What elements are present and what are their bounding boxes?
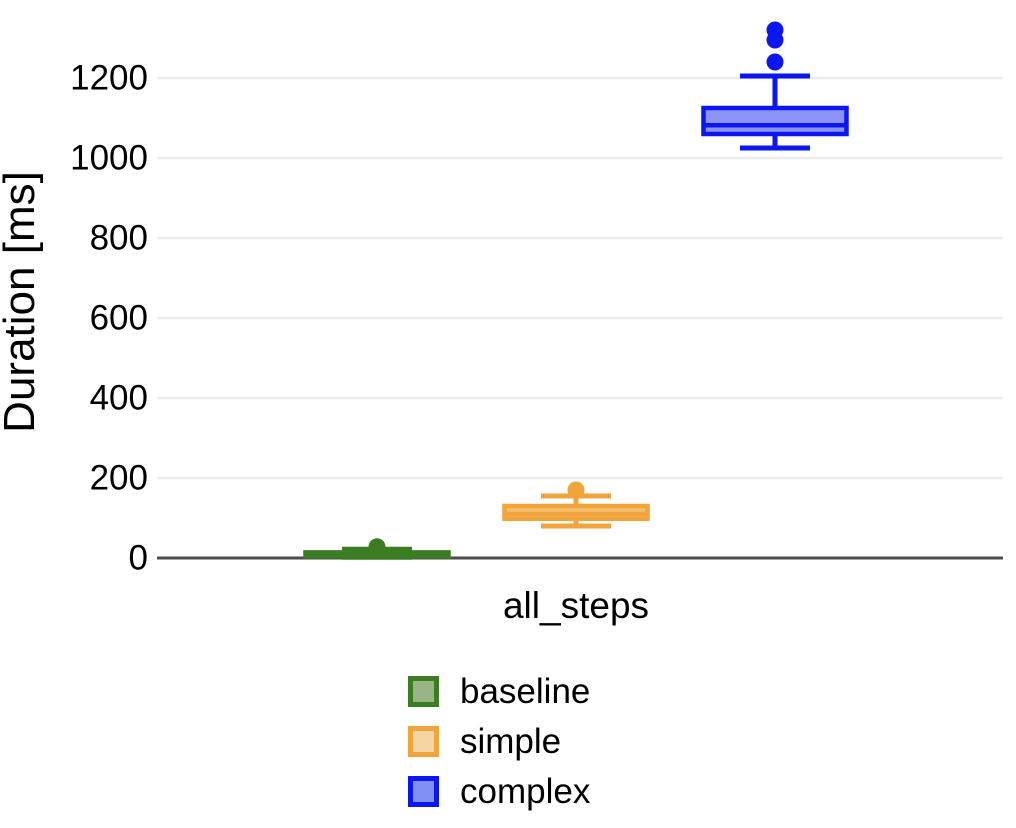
boxplots	[303, 21, 849, 560]
outlier-point	[766, 21, 784, 39]
outlier-point	[368, 538, 386, 556]
y-tick-label: 800	[90, 219, 148, 258]
legend-item-simple: simple	[408, 722, 590, 761]
x-axis-label: all_steps	[503, 585, 649, 626]
iqr-box	[701, 105, 849, 137]
y-tick-label: 600	[90, 299, 148, 338]
legend-label-simple: simple	[460, 722, 562, 761]
y-tick-label: 0	[129, 539, 148, 578]
y-tick-label: 200	[90, 459, 148, 498]
baseline-swatch-icon	[408, 676, 439, 707]
legend-item-complex: complex	[408, 772, 591, 811]
legend-item-baseline: baseline	[408, 672, 591, 711]
outlier-point	[766, 53, 784, 71]
box-baseline	[303, 538, 451, 560]
box-complex	[701, 21, 849, 151]
simple-swatch-icon	[408, 726, 439, 757]
y-tick-label: 400	[90, 379, 148, 418]
complex-swatch-icon	[408, 776, 439, 807]
y-tick-label: 1200	[70, 59, 148, 98]
outlier-point	[567, 481, 585, 499]
legend: baseline simple complex	[408, 672, 591, 826]
y-axis-title: Duration [ms]	[0, 171, 44, 433]
y-tick-label: 1000	[70, 139, 148, 178]
plot-svg: 0 200 400 600 800 1000 1200 Duration [ms] all_…	[0, 21, 1003, 626]
box-simple	[502, 481, 650, 529]
legend-label-complex: complex	[460, 772, 591, 811]
gridlines	[157, 76, 1003, 560]
y-axis-tick-labels: 0 200 400 600 800 1000 1200	[70, 59, 148, 578]
legend-label-baseline: baseline	[460, 672, 591, 711]
